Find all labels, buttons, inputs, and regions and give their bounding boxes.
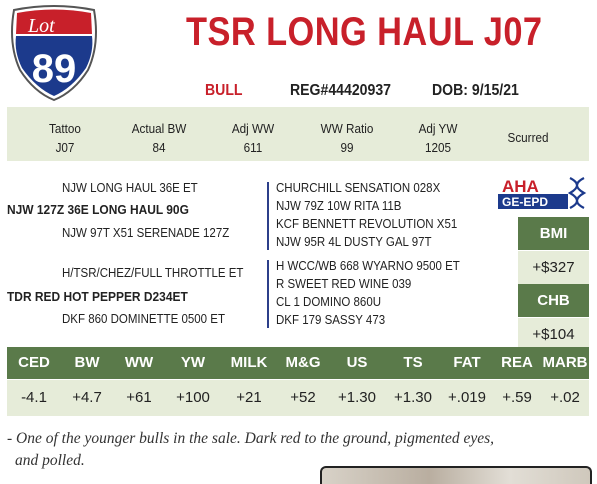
info-value: 611 (243, 140, 263, 155)
epd-value-yw: +100 (176, 389, 210, 406)
info-ww-ratio: WW Ratio 99 (307, 119, 388, 157)
epd-value-row: -4.1 +4.7 +61 +100 +21 +52 +1.30 +1.30 +… (7, 380, 589, 416)
registration-number: REG#44420937 (290, 82, 391, 99)
lot-badge-blue-body (15, 36, 93, 96)
animal-name: TSR LONG HAUL J07 (186, 10, 543, 54)
info-label: Scurred (507, 130, 549, 145)
logo-line2: GE-EPD (502, 195, 548, 209)
index-label-bmi: BMI (518, 217, 589, 250)
pedigree-dam: TDR RED HOT PEPPER D234ET (7, 289, 188, 304)
epd-value-us: +1.30 (338, 389, 376, 406)
info-value: J07 (55, 140, 75, 155)
dna-helix-icon (567, 177, 587, 209)
epd-value-ts: +1.30 (394, 389, 432, 406)
pedigree-sire-dam: NJW 97T X51 SERENADE 127Z (62, 226, 230, 240)
info-adj-ww: Adj WW 611 (217, 119, 289, 157)
info-label: Actual BW (131, 121, 187, 136)
epd-value-ww: +61 (126, 389, 152, 406)
pedigree-gen3-item: CL 1 DOMINO 860U (276, 295, 382, 309)
pedigree-gen3-item: NJW 95R 4L DUSTY GAL 97T (276, 235, 432, 249)
lot-label: Lot (27, 15, 55, 37)
info-value: 1205 (424, 140, 452, 155)
info-adj-yw: Adj YW 1205 (402, 119, 474, 157)
logo-blue-bar (498, 194, 568, 209)
index-label-chb: CHB (518, 284, 589, 317)
epd-header-ced: CED (18, 354, 50, 371)
pedigree-gen3-item: NJW 79Z 10W RITA 11B (276, 199, 402, 213)
info-scurred: Scurred (492, 128, 564, 147)
pedigree-gen3-item: CHURCHILL SENSATION 028X (276, 181, 441, 195)
pedigree-sire: NJW 127Z 36E LONG HAUL 90G (7, 202, 189, 217)
sex-label: BULL (205, 82, 243, 99)
index-value-bmi: +$327 (518, 251, 589, 284)
epd-value-marb: +.02 (550, 389, 580, 406)
pedigree-dam-sire: H/TSR/CHEZ/FULL THROTTLE ET (62, 266, 244, 280)
date-of-birth: DOB: 9/15/21 (432, 82, 519, 99)
lot-number: 89 (32, 47, 77, 91)
info-value: 84 (152, 140, 166, 155)
epd-header-us: US (346, 354, 368, 371)
pedigree-gen3-item: H WCC/WB 668 WYARNO 9500 ET (276, 259, 460, 273)
epd-header-mg: M&G (285, 354, 321, 371)
epd-value-mg: +52 (290, 389, 316, 406)
info-label: Adj WW (231, 121, 275, 136)
logo-line1: AHA (502, 177, 539, 196)
info-actual-bw: Actual BW 84 (119, 119, 200, 157)
lot-note-line1: - One of the younger bulls in the sale. … (7, 430, 495, 447)
epd-header-fat: FAT (453, 354, 481, 371)
info-label: Tattoo (49, 121, 81, 136)
epd-header-milk: MILK (230, 354, 268, 371)
epd-header-bw: BW (74, 354, 100, 371)
pedigree-gen3-item: R SWEET RED WINE 039 (276, 277, 412, 291)
epd-value-fat: +.019 (448, 389, 486, 406)
epd-value-ced: -4.1 (21, 389, 47, 406)
lot-badge: Lot 89 (11, 5, 97, 102)
pedigree-divider-dam (267, 260, 269, 328)
epd-header-row: CED BW WW YW MILK M&G US TS FAT REA MARB (7, 347, 589, 379)
index-value-chb: +$104 (518, 318, 589, 351)
lot-note: - One of the younger bulls in the sale. … (7, 428, 567, 472)
lot-badge-red-top (16, 9, 92, 34)
pedigree-divider-sire (267, 182, 269, 250)
epd-header-yw: YW (180, 354, 206, 371)
pedigree-gen3-item: DKF 179 SASSY 473 (276, 313, 386, 327)
epd-value-rea: +.59 (502, 389, 532, 406)
performance-info-band: Tattoo J07 Actual BW 84 Adj WW 611 WW Ra… (7, 107, 589, 161)
info-value: 99 (340, 140, 354, 155)
pedigree-gen3-item: KCF BENNETT REVOLUTION X51 (276, 217, 458, 231)
animal-photo (320, 466, 592, 484)
pedigree-dam-dam: DKF 860 DOMINETTE 0500 ET (62, 312, 225, 326)
info-label: Adj YW (418, 121, 458, 136)
epd-header-ww: WW (124, 354, 154, 371)
aha-ge-epd-logo: AHA GE-EPD (498, 176, 588, 210)
epd-value-bw: +4.7 (72, 389, 102, 406)
epd-header-ts: TS (403, 354, 423, 371)
lot-note-line2: and polled. (15, 452, 85, 469)
epd-value-milk: +21 (236, 389, 262, 406)
info-tattoo: Tattoo J07 (33, 119, 98, 157)
epd-header-rea: REA (501, 354, 533, 371)
info-label: WW Ratio (320, 121, 374, 136)
pedigree-sire-sire: NJW LONG HAUL 36E ET (62, 181, 198, 195)
epd-header-marb: MARB (542, 354, 588, 371)
